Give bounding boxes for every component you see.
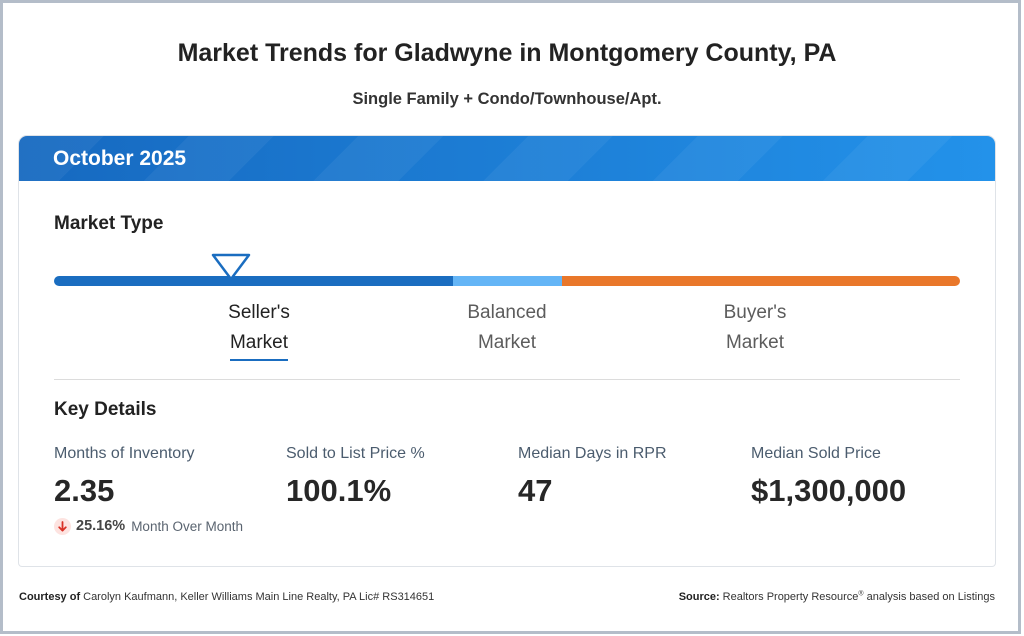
source-label: Source:	[678, 591, 720, 603]
metric-value: 2.35	[54, 473, 115, 508]
registered-mark: ®	[858, 590, 864, 598]
metric-label: Median Days in RPR	[518, 445, 667, 462]
metric-median-sold-price: Median Sold Price $1,300,000	[751, 442, 976, 509]
metric-months-of-inventory: Months of Inventory 2.35 25.16% Month Ov…	[54, 442, 279, 536]
market-type-heading: Market Type	[54, 213, 164, 234]
change-period: Month Over Month	[131, 518, 243, 534]
metric-value: 100.1%	[286, 473, 392, 508]
metric-sold-to-list-price: Sold to List Price % 100.1%	[286, 442, 511, 509]
scale-label-buyers: Buyer's Market	[631, 298, 879, 358]
metric-value: $1,300,000	[751, 473, 907, 508]
market-type-scale	[54, 276, 960, 286]
source-name: Realtors Property Resource	[722, 591, 859, 603]
page-subtitle: Single Family + Condo/Townhouse/Apt.	[352, 90, 662, 108]
metric-value: 47	[518, 473, 553, 508]
scale-label-sellers-line1: Seller's	[228, 302, 290, 323]
triangle-marker-icon	[211, 253, 250, 281]
market-trends-card: October 2025 Market Type Seller's Market…	[19, 136, 995, 566]
metric-label: Sold to List Price %	[286, 445, 425, 462]
scale-segment-buyers	[562, 276, 960, 286]
market-indicator	[211, 253, 251, 281]
source-description: analysis based on Listings	[866, 591, 995, 603]
source-credit: Source: Realtors Property Resource® analys…	[679, 589, 995, 605]
scale-label-sellers-line2: Market	[229, 328, 289, 361]
card-header: October 2025	[19, 136, 995, 181]
metric-change: 25.16% Month Over Month	[54, 516, 279, 536]
metric-median-days-in-rpr: Median Days in RPR 47	[518, 442, 743, 509]
metric-label: Months of Inventory	[54, 445, 195, 462]
scale-label-balanced: Balanced Market	[383, 298, 631, 358]
change-percent: 25.16%	[76, 518, 126, 534]
scale-label-buyers-line2: Market	[725, 332, 785, 353]
metric-label: Median Sold Price	[751, 445, 881, 462]
arrow-down-icon	[54, 517, 71, 535]
scale-segment-sellers	[54, 276, 453, 286]
scale-label-sellers: Seller's Market	[135, 298, 383, 361]
scale-label-balanced-line2: Market	[477, 332, 537, 353]
courtesy-credit: Courtesy of Carolyn Kaufmann, Keller Will…	[19, 589, 434, 605]
courtesy-label: Courtesy of	[19, 591, 81, 603]
courtesy-text: Carolyn Kaufmann, Keller Williams Main L…	[83, 591, 435, 603]
scale-segment-balanced	[453, 276, 562, 286]
page-title: Market Trends for Gladwyne in Montgomery…	[177, 39, 837, 67]
scale-label-buyers-line1: Buyer's	[723, 302, 787, 323]
period-label: October 2025	[53, 147, 187, 170]
key-details-heading: Key Details	[54, 399, 157, 420]
scale-label-balanced-line1: Balanced	[467, 302, 547, 323]
section-divider	[54, 379, 960, 380]
